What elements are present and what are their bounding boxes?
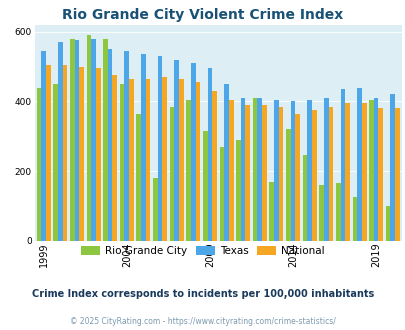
Legend: Rio Grande City, Texas, National: Rio Grande City, Texas, National <box>77 242 328 260</box>
Bar <box>219 147 224 241</box>
Bar <box>75 41 79 241</box>
Bar <box>174 60 179 241</box>
Bar <box>257 98 262 241</box>
Bar <box>124 51 129 241</box>
Bar <box>179 79 183 241</box>
Bar <box>318 185 323 241</box>
Bar <box>103 39 108 241</box>
Bar <box>186 100 190 241</box>
Bar <box>361 103 366 241</box>
Bar <box>286 129 290 241</box>
Bar <box>169 107 174 241</box>
Bar <box>58 42 62 241</box>
Bar <box>373 98 377 241</box>
Bar <box>212 91 216 241</box>
Bar <box>46 65 51 241</box>
Bar <box>262 105 266 241</box>
Bar <box>273 100 278 241</box>
Text: © 2025 CityRating.com - https://www.cityrating.com/crime-statistics/: © 2025 CityRating.com - https://www.city… <box>70 317 335 326</box>
Bar <box>344 103 349 241</box>
Text: Crime Index corresponds to incidents per 100,000 inhabitants: Crime Index corresponds to incidents per… <box>32 289 373 299</box>
Bar <box>96 68 100 241</box>
Bar <box>228 100 233 241</box>
Bar <box>62 65 67 241</box>
Bar <box>53 84 58 241</box>
Bar <box>129 79 133 241</box>
Bar <box>328 107 333 241</box>
Bar <box>141 54 145 241</box>
Bar <box>112 75 117 241</box>
Bar <box>41 51 46 241</box>
Bar <box>70 39 75 241</box>
Bar <box>340 89 344 241</box>
Bar <box>252 98 257 241</box>
Bar <box>356 87 361 241</box>
Bar <box>136 114 141 241</box>
Bar <box>240 98 245 241</box>
Bar <box>207 68 212 241</box>
Bar <box>307 100 311 241</box>
Bar <box>190 63 195 241</box>
Bar <box>335 183 340 241</box>
Bar <box>385 206 390 241</box>
Bar <box>79 67 84 241</box>
Bar <box>278 107 283 241</box>
Bar <box>245 105 249 241</box>
Bar <box>108 49 112 241</box>
Bar <box>394 109 399 241</box>
Bar <box>377 109 382 241</box>
Bar <box>390 94 394 241</box>
Bar <box>323 98 328 241</box>
Bar <box>269 182 273 241</box>
Bar <box>86 35 91 241</box>
Bar <box>195 82 200 241</box>
Bar <box>236 140 240 241</box>
Bar <box>162 77 166 241</box>
Text: Rio Grande City Violent Crime Index: Rio Grande City Violent Crime Index <box>62 8 343 22</box>
Bar <box>145 79 150 241</box>
Bar <box>311 110 316 241</box>
Bar <box>153 178 157 241</box>
Bar <box>119 84 124 241</box>
Bar <box>302 155 307 241</box>
Bar <box>157 56 162 241</box>
Bar <box>352 197 356 241</box>
Bar <box>202 131 207 241</box>
Bar <box>224 84 228 241</box>
Bar <box>295 114 299 241</box>
Bar <box>290 101 295 241</box>
Bar <box>91 39 96 241</box>
Bar <box>36 87 41 241</box>
Bar <box>368 100 373 241</box>
